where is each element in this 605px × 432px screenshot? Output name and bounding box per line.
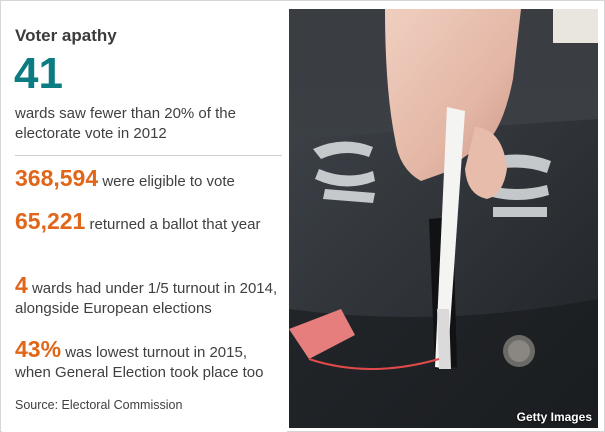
panel-title: Voter apathy [15,26,117,45]
stat-text: were eligible to vote [102,173,235,190]
stat-returned: 65,221 returned a ballot that year [15,208,285,235]
divider [15,155,282,156]
stat-text: wards had under 1/5 turnout in 2014, alo… [15,280,278,317]
source-note: Source: Electoral Commission [15,398,183,412]
stat-text: returned a ballot that year [89,216,261,233]
stat-text: was lowest turnout in 2015, when General… [15,344,264,381]
photo-credit: Getty Images [516,410,592,424]
stat-eligible: 368,594 were eligible to vote [15,165,285,192]
stat-wards-low-turnout: 4 wards had under 1/5 turnout in 2014, a… [15,272,285,319]
headline-number: 41 [14,49,63,98]
ballot-box-photo: Getty Images [289,9,598,428]
stat-number: 4 [15,272,28,298]
ballot-box-illustration [289,9,598,428]
stat-number: 65,221 [15,208,86,234]
stat-number: 43% [15,336,62,362]
headline-text: wards saw fewer than 20% of the electora… [15,105,236,142]
stats-panel: Voter apathy 41 wards saw fewer than 20%… [2,2,287,432]
stat-number: 368,594 [15,165,99,191]
stat-lowest-turnout: 43% was lowest turnout in 2015, when Gen… [15,336,285,383]
